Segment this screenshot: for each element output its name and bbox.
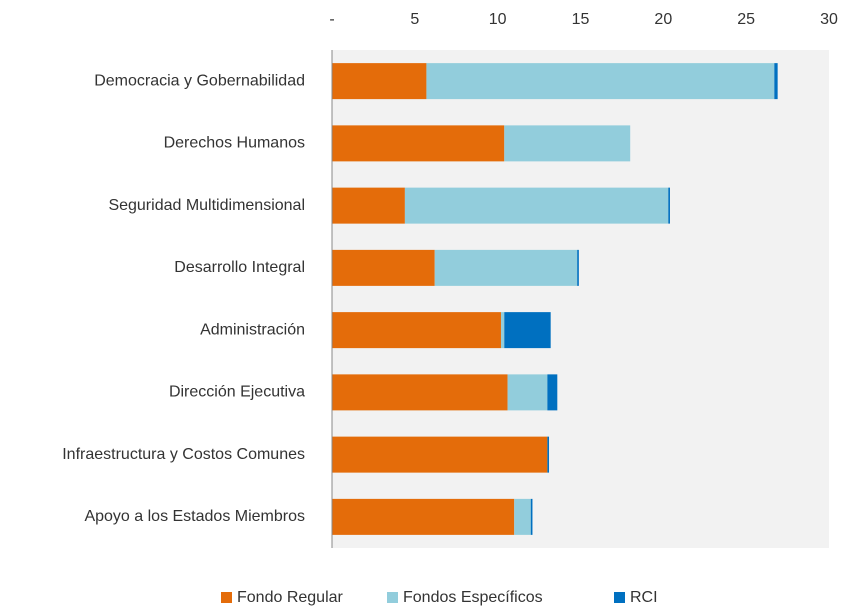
bar-segment [504,312,551,349]
legend-label: Fondos Específicos [403,589,543,606]
x-tick-label: 20 [654,11,672,28]
x-tick-label: 10 [489,11,507,28]
bar-segment [332,125,505,162]
category-label: Dirección Ejecutiva [169,384,305,401]
plot-area [332,50,829,548]
bar-segment [332,187,405,224]
bar-segment [332,249,435,286]
legend-label: RCI [630,589,658,606]
bar-segment [514,498,531,535]
x-tick-label: - [329,11,334,28]
legend-swatch [221,592,232,603]
bar-segment [547,374,558,411]
legend-label: Fondo Regular [237,589,344,606]
bar-segment [332,498,515,535]
bar-segment [332,374,508,411]
bar-segment [332,63,427,100]
x-tick-label: 25 [737,11,755,28]
bar-segment [530,498,533,535]
bar-segment [500,312,505,349]
category-label: Infraestructura y Costos Comunes [62,446,305,463]
bar-segment [434,249,578,286]
category-label: Apoyo a los Estados Miembros [84,508,305,525]
legend-swatch [387,592,398,603]
bar-segment [426,63,775,100]
category-label: Derechos Humanos [164,135,305,152]
x-tick-label: 30 [820,11,838,28]
category-label: Seguridad Multidimensional [108,197,305,214]
category-label: Desarrollo Integral [174,259,305,276]
bar-segment [507,374,548,411]
bar-segment [547,436,550,473]
bar-segment [332,312,501,349]
category-label: Administración [200,321,305,338]
x-tick-label: 15 [572,11,590,28]
bar-segment [404,187,669,224]
bar-segment [774,63,778,100]
bar-segment [504,125,631,162]
x-tick-label: 5 [410,11,419,28]
bar-segment [332,436,548,473]
category-label: Democracia y Gobernabilidad [94,72,305,89]
bar-segment [668,187,670,224]
legend-swatch [614,592,625,603]
bar-segment [577,249,579,286]
